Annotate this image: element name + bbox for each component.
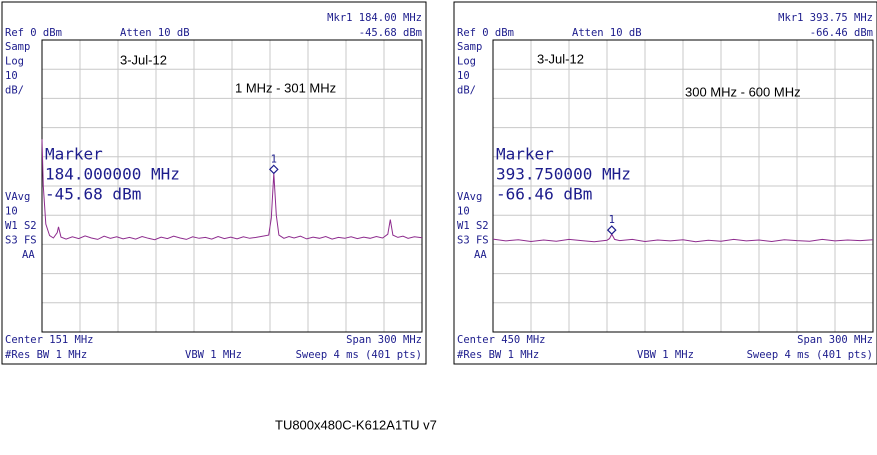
marker-readout: 393.750000 MHz (496, 165, 631, 184)
avg-label: VAvg (457, 191, 482, 203)
center-freq: Center 151 MHz (5, 334, 94, 346)
attenuation: Atten 10 dB (120, 27, 190, 39)
marker-readout: -66.46 dBm (496, 185, 592, 204)
scale-label: Samp (5, 41, 30, 53)
range: 300 MHz - 600 MHz (685, 84, 801, 99)
avg-label: AA (474, 249, 487, 261)
avg-label: W1 S2 (5, 220, 37, 232)
avg-label: 10 (5, 206, 18, 218)
trace (41, 139, 423, 241)
marker (606, 225, 617, 235)
scale-label: 10 (457, 70, 470, 82)
marker-readout: -45.68 dBm (45, 185, 141, 204)
avg-label: VAvg (5, 191, 30, 203)
avg-label: AA (22, 249, 35, 261)
range: 1 MHz - 301 MHz (235, 80, 336, 95)
avg-label: W1 S2 (457, 220, 489, 232)
date: 3-Jul-12 (537, 51, 584, 66)
res-bw: #Res BW 1 MHz (457, 349, 539, 361)
span: Span 300 MHz (797, 334, 873, 346)
avg-label: S3 FS (457, 235, 489, 247)
vbw: VBW 1 MHz (185, 349, 242, 361)
avg-label: S3 FS (5, 235, 37, 247)
scale-label: dB/ (457, 85, 476, 97)
avg-label: 10 (457, 206, 470, 218)
mkr-freq: Mkr1 393.75 MHz (778, 12, 873, 24)
res-bw: #Res BW 1 MHz (5, 349, 87, 361)
marker-readout: Marker (496, 145, 554, 164)
span: Span 300 MHz (346, 334, 422, 346)
scale-label: Log (5, 56, 24, 68)
marker-label: 1 (609, 214, 615, 226)
ref-level: Ref 0 dBm (457, 27, 514, 39)
graticule (41, 39, 423, 333)
scale-label: Samp (457, 41, 482, 53)
vbw: VBW 1 MHz (637, 349, 694, 361)
panel (1, 1, 427, 365)
marker-label: 1 (271, 153, 277, 165)
center-freq: Center 450 MHz (457, 334, 546, 346)
footer: TU800x480C-K612A1TU v7 (275, 417, 437, 432)
mkr-level: -45.68 dBm (359, 27, 422, 39)
marker (268, 164, 279, 175)
attenuation: Atten 10 dB (572, 27, 642, 39)
trace (492, 233, 874, 243)
mkr-level: -66.46 dBm (810, 27, 873, 39)
scale-label: dB/ (5, 85, 24, 97)
mkr-freq: Mkr1 184.00 MHz (327, 12, 422, 24)
sweep: Sweep 4 ms (401 pts) (296, 349, 422, 361)
graticule (492, 39, 874, 333)
marker-readout: Marker (45, 145, 103, 164)
ref-level: Ref 0 dBm (5, 27, 62, 39)
marker-readout: 184.000000 MHz (45, 165, 180, 184)
scale-label: Log (457, 56, 476, 68)
panel (453, 1, 877, 365)
scale-label: 10 (5, 70, 18, 82)
date: 3-Jul-12 (120, 52, 167, 67)
sweep: Sweep 4 ms (401 pts) (747, 349, 873, 361)
